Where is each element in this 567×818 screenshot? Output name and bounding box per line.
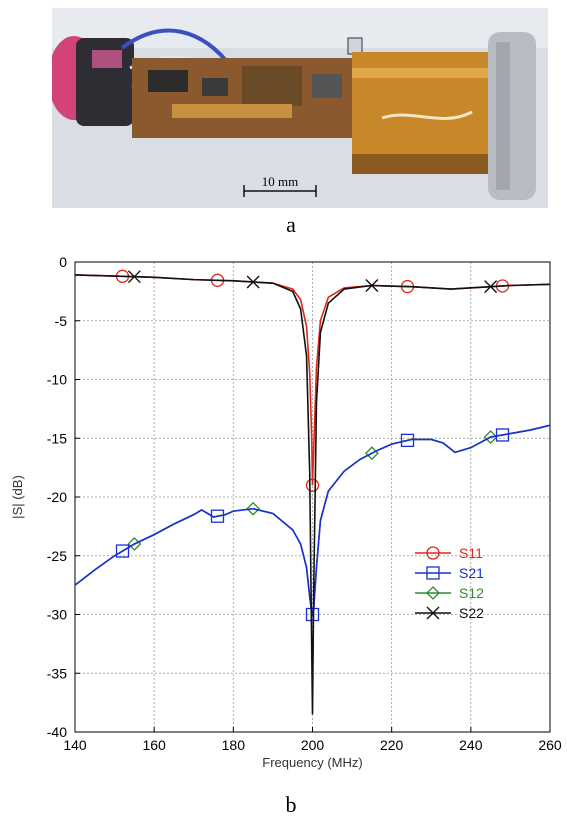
- legend-label-s12: S12: [459, 585, 484, 601]
- connector-detail: [92, 50, 122, 68]
- component: [347, 37, 363, 55]
- marker-s22: [127, 270, 141, 284]
- marker-s11: [305, 478, 320, 492]
- y-tick-label: -15: [47, 430, 67, 446]
- coil-base: [352, 154, 492, 174]
- legend-marker-s12: [426, 586, 440, 600]
- x-tick-label: 200: [301, 737, 325, 753]
- series-s22: [74, 270, 551, 715]
- y-tick-label: -40: [47, 724, 67, 740]
- panel-label-a: a: [286, 212, 296, 237]
- y-tick-labels: 0 -5 -10 -15 -20 -25 -30 -35 -40: [47, 254, 80, 740]
- marker-s21: [115, 544, 130, 558]
- end-cap: [488, 32, 536, 200]
- marker-s12: [483, 430, 498, 444]
- x-tick-label: 140: [63, 737, 87, 753]
- y-tick-label: -10: [47, 372, 67, 388]
- legend-marker-s11: [426, 546, 440, 560]
- marker-s22: [246, 275, 260, 289]
- x-tick-label: 260: [538, 737, 562, 753]
- marker-s22: [365, 279, 379, 292]
- y-tick-label: 0: [59, 254, 67, 270]
- marker-s21: [210, 509, 225, 523]
- s-parameter-chart: 140 160 180 200 220 240 260 0 -5 -10 -15 -20 -25 -30…: [10, 254, 562, 770]
- device-photo: 10 mm: [52, 8, 548, 208]
- blue-wire: [120, 28, 234, 70]
- y-axis-title: |S| (dB): [10, 475, 25, 519]
- y-tick-label: -5: [55, 313, 68, 329]
- y-tick-label: -35: [47, 665, 67, 681]
- series-line-s21: [74, 424, 551, 618]
- x-tick-labels: 140 160 180 200 220 240 260: [63, 727, 562, 753]
- panel-label-b: b: [285, 792, 297, 817]
- end-cap-shade: [496, 42, 510, 190]
- x-tick-label: 220: [380, 737, 404, 753]
- y-tick-label: -25: [47, 548, 67, 564]
- x-tick-label: 180: [222, 737, 246, 753]
- legend-label-s22: S22: [459, 605, 484, 621]
- component: [242, 66, 302, 106]
- legend-marker-s21: [426, 566, 440, 580]
- series-s21: [74, 424, 551, 622]
- marker-s21: [495, 428, 510, 442]
- legend-label-s21: S21: [459, 565, 484, 581]
- coil-highlight: [352, 68, 492, 78]
- legend-label-s11: S11: [459, 545, 483, 561]
- component: [312, 74, 342, 98]
- marker-s12: [246, 501, 261, 516]
- x-tick-label: 240: [459, 737, 483, 753]
- series-line-s22: [74, 274, 551, 715]
- chip: [148, 70, 188, 92]
- y-tick-label: -20: [47, 489, 67, 505]
- legend: S11 S21 S12 S22: [415, 545, 484, 621]
- legend-marker-s22: [426, 606, 440, 620]
- marker-s21: [305, 607, 320, 622]
- scale-bar-label: 10 mm: [262, 174, 298, 189]
- series-layer: [74, 269, 551, 715]
- x-axis-title: Frequency (MHz): [262, 755, 362, 770]
- component: [202, 78, 228, 96]
- y-tick-label: -30: [47, 607, 67, 623]
- trace: [172, 104, 292, 118]
- x-tick-label: 160: [142, 737, 166, 753]
- coil-wire: [381, 110, 473, 120]
- marker-s21: [400, 433, 415, 448]
- marker-s22: [484, 280, 498, 294]
